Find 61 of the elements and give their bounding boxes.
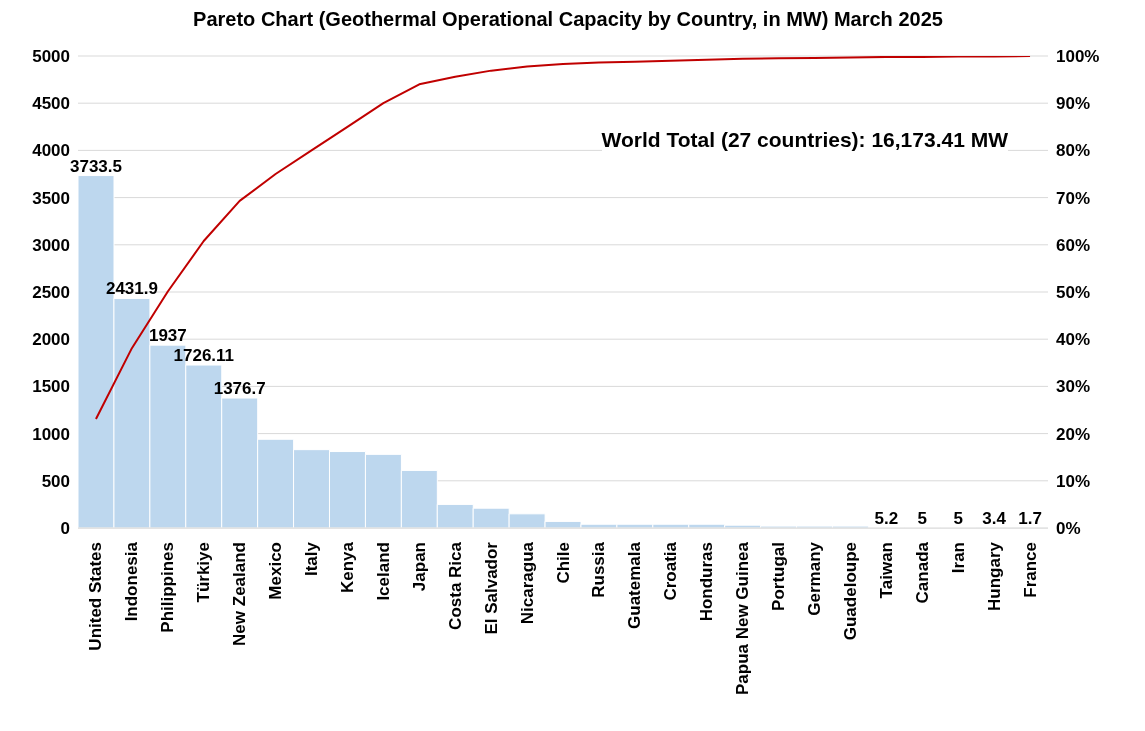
x-tick-label: Portugal xyxy=(769,542,789,611)
x-tick-label: Kenya xyxy=(337,541,357,594)
x-tick-label: Philippines xyxy=(158,542,178,633)
data-label: 1.7 xyxy=(1018,508,1042,528)
y-tick-label: 3500 xyxy=(32,188,70,208)
y2-tick-label: 0% xyxy=(1056,519,1081,539)
y-tick-label: 1500 xyxy=(32,377,70,397)
y2-tick-label: 100% xyxy=(1056,47,1100,67)
x-tick-label: Germany xyxy=(804,541,824,616)
x-tick-label: Guadeloupe xyxy=(840,542,860,641)
data-label: 5.2 xyxy=(874,508,899,528)
data-label: 1726.11 xyxy=(173,346,235,366)
data-label: 1937 xyxy=(148,326,187,346)
x-tick-label: Türkiye xyxy=(194,542,214,603)
y2-tick-label: 70% xyxy=(1056,188,1091,208)
y-tick-label: 2000 xyxy=(32,330,70,350)
y-tick-label: 1000 xyxy=(32,424,70,444)
y2-tick-label: 30% xyxy=(1056,377,1091,397)
x-tick-label: El Salvador xyxy=(481,541,501,635)
x-tick-label: Guatemala xyxy=(625,541,645,629)
x-tick-label: Indonesia xyxy=(122,541,142,622)
x-tick-label: France xyxy=(1020,542,1040,598)
x-tick-label: Costa Rica xyxy=(445,541,465,630)
data-label: 3.4 xyxy=(982,508,1007,528)
data-label: 3733.5 xyxy=(70,156,122,176)
x-tick-label: Mexico xyxy=(266,542,286,600)
y-tick-label: 0 xyxy=(60,519,70,539)
x-tick-label: Chile xyxy=(553,542,573,584)
x-tick-label: Russia xyxy=(589,541,609,598)
chart-title: Pareto Chart (Geothermal Operational Capacity by Country, in MW) March 2025 xyxy=(192,8,944,32)
x-tick-label: Italy xyxy=(302,541,322,577)
x-tick-label: New Zealand xyxy=(230,542,250,646)
x-tick-label: Hungary xyxy=(984,541,1004,611)
x-tick-label: Honduras xyxy=(697,542,717,622)
y-tick-label: 4000 xyxy=(32,141,70,161)
y2-tick-label: 20% xyxy=(1056,424,1091,444)
y-tick-label: 5000 xyxy=(32,47,70,67)
y2-tick-label: 40% xyxy=(1056,330,1091,350)
x-tick-label: Canada xyxy=(912,541,932,604)
data-label: 1376.7 xyxy=(213,379,266,399)
x-tick-label: Taiwan xyxy=(876,542,896,599)
x-tick-label: Japan xyxy=(409,542,429,592)
x-tick-label: Papua New Guinea xyxy=(733,541,753,696)
annotation: World Total (27 countries): 16,173.41 MW xyxy=(601,128,1008,152)
y2-tick-label: 10% xyxy=(1056,471,1091,491)
y2-tick-label: 90% xyxy=(1056,94,1091,114)
x-tick-label: Croatia xyxy=(661,541,681,601)
data-label: 5 xyxy=(917,508,928,528)
y2-tick-label: 50% xyxy=(1056,283,1091,303)
data-label: 2431.9 xyxy=(105,279,158,299)
y-tick-label: 3000 xyxy=(32,235,70,255)
y-tick-label: 500 xyxy=(41,471,70,491)
data-label: 5 xyxy=(953,508,963,528)
y2-tick-label: 80% xyxy=(1056,141,1091,161)
x-tick-label: Iran xyxy=(948,542,968,574)
x-tick-label: United States xyxy=(86,542,106,651)
y-tick-label: 2500 xyxy=(32,283,70,303)
y-tick-label: 4500 xyxy=(32,94,70,114)
x-tick-label: Iceland xyxy=(373,542,393,601)
y2-tick-label: 60% xyxy=(1056,235,1091,255)
x-tick-label: Nicaragua xyxy=(517,541,537,625)
